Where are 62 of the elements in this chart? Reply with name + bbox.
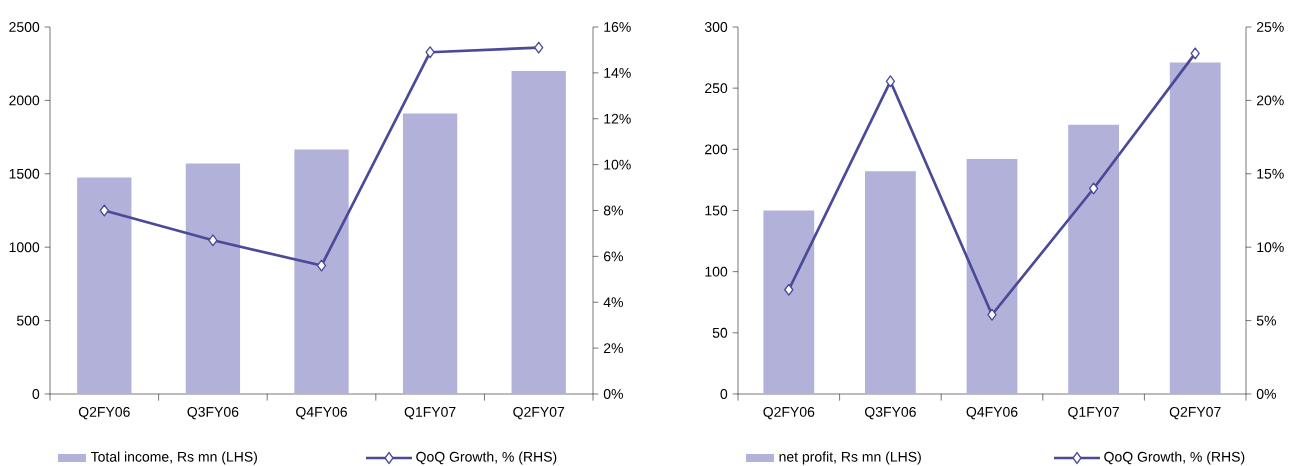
x-tick-label: Q4FY06 <box>966 406 1018 420</box>
x-tick-label: Q3FY06 <box>865 406 916 420</box>
legend-label: Total income, Rs mn (LHS) <box>90 451 257 465</box>
y-tick-label: 2000 <box>9 95 40 106</box>
legend-label: QoQ Growth, % (RHS) <box>416 451 557 465</box>
y2-tick-label: 5% <box>1256 315 1276 326</box>
y2-tick-label: 25% <box>1256 22 1284 32</box>
bar <box>294 149 349 394</box>
x-tick-label: Q2FY07 <box>1169 406 1221 420</box>
y2-tick-label: 20% <box>1256 95 1284 106</box>
bar <box>865 171 916 394</box>
y-tick-label: 0 <box>720 389 728 399</box>
y2-tick-label: 6% <box>603 251 623 262</box>
legend-label: QoQ Growth, % (RHS) <box>1104 451 1245 465</box>
bar <box>763 210 815 394</box>
point <box>987 308 997 321</box>
y-tick-label: 100 <box>705 266 728 277</box>
bar <box>1068 124 1119 394</box>
y2-tick-label: 10% <box>1257 242 1284 253</box>
y2-tick-label: 0% <box>1256 389 1276 399</box>
x-tick-label: Q2FY07 <box>513 406 565 420</box>
point <box>885 75 896 88</box>
point <box>208 234 218 247</box>
y2-tick-label: 12% <box>604 113 631 124</box>
y-tick-label: 1500 <box>9 168 40 179</box>
y-tick-label: 150 <box>705 205 728 216</box>
y-tick-label: 500 <box>16 315 40 326</box>
bar <box>77 177 132 394</box>
x-tick-label: Q2FY06 <box>763 406 815 420</box>
y2-tick-label: 10% <box>604 159 631 170</box>
bar <box>1169 62 1221 394</box>
y-tick-label: 50 <box>712 327 728 338</box>
y2-tick-label: 8% <box>603 205 623 216</box>
y-tick-label: 250 <box>705 83 728 94</box>
y2-tick-label: 15% <box>1257 168 1284 179</box>
point <box>534 41 544 54</box>
x-tick-label: Q4FY06 <box>296 406 347 420</box>
y-tick-label: 0 <box>32 389 40 399</box>
legend-label: net profit, Rs mn (LHS) <box>779 451 921 465</box>
bar <box>402 113 458 394</box>
y2-tick-label: 2% <box>603 343 623 354</box>
point <box>1088 182 1099 195</box>
x-tick-label: Q2FY06 <box>78 406 130 420</box>
bar <box>185 163 241 394</box>
y2-tick-label: 4% <box>603 297 623 308</box>
y-tick-label: 1000 <box>9 242 40 253</box>
point <box>99 204 109 217</box>
y2-tick-label: 14% <box>604 67 631 78</box>
x-tick-label: Q1FY07 <box>1068 406 1119 420</box>
bar <box>511 71 566 394</box>
x-tick-label: Q3FY06 <box>187 406 239 420</box>
point <box>1190 47 1200 60</box>
point <box>425 46 435 59</box>
y2-tick-label: 16% <box>604 22 631 32</box>
point <box>784 283 794 296</box>
y-tick-label: 300 <box>704 22 728 32</box>
y-tick-label: 2500 <box>9 22 40 32</box>
bar <box>966 159 1018 394</box>
y-tick-label: 200 <box>705 144 728 155</box>
point <box>316 259 327 272</box>
y2-tick-label: 0% <box>603 389 623 399</box>
x-tick-label: Q1FY07 <box>404 406 456 420</box>
